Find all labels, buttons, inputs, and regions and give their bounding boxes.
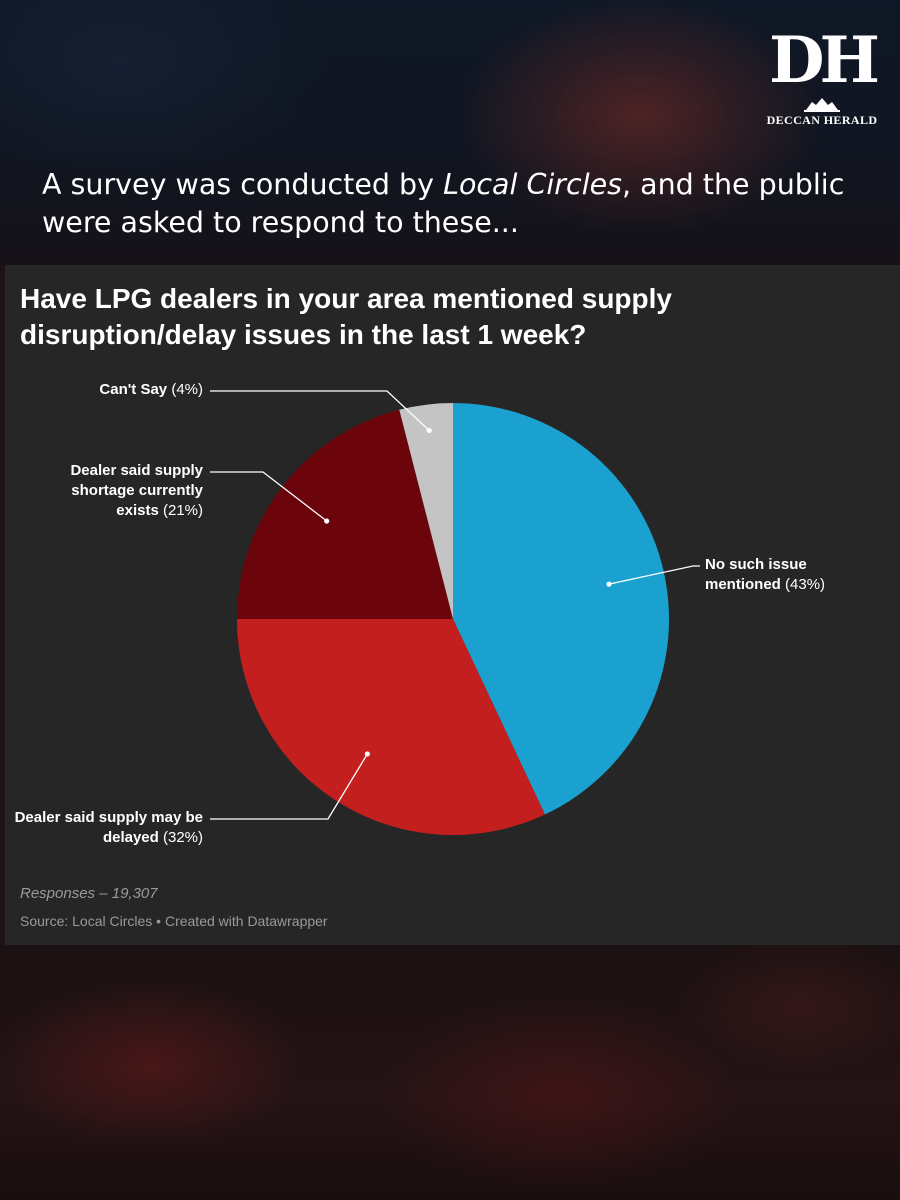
callout-line-3 [210,390,430,431]
source-note: Source: Local Circles • Created with Dat… [20,913,328,929]
pie-chart [210,390,700,835]
intro-text-part1: A survey was conducted by [42,168,444,201]
intro-text-source: Local Circles [443,168,622,201]
slice-label-3: Can't Say (4%) [45,380,203,400]
slice-label-name-2: Dealer said supply shortage currently ex… [70,462,203,519]
intro-text-part2: , and the public were asked to respond t… [42,168,845,239]
intro-text: A survey was conducted by Local Circles,… [42,166,852,242]
slice-label-name-0: No such issue mentioned [705,556,807,593]
slice-label-2: Dealer said supply shortage currently ex… [30,461,203,521]
callout-dot-1 [364,751,370,757]
callout-line-0 [608,565,700,585]
responses-note: Responses – 19,307 [20,885,158,902]
pie-slice-0 [453,403,669,815]
callout-dot-3 [426,427,432,434]
slice-label-name-1: Dealer said supply may be delayed [14,809,203,846]
hero-overlay [0,0,900,265]
logo-text: DECCAN HERALD [766,113,878,127]
logo-mark: DH [769,23,880,98]
pie-slice-2 [237,409,453,619]
callout-line-2 [210,471,328,522]
callout-dot-0 [606,581,612,587]
chart-panel: Have LPG dealers in your area mentioned … [5,265,900,945]
slice-label-value-1: (32%) [158,829,203,846]
slice-label-value-0: (43%) [780,576,826,593]
slice-label-value-2: (21%) [158,502,203,519]
pie-slice-3 [399,403,453,619]
bottom-photo [0,945,900,1200]
pie-slice-1 [237,619,545,835]
slice-label-1: Dealer said supply may be delayed (32%) [5,808,203,848]
slice-label-value-3: (4%) [167,381,203,398]
callout-dot-2 [324,518,330,524]
deccan-herald-logo: DH DECCAN HERALD [766,23,880,128]
callout-line-1 [210,753,368,820]
hero-banner: DH DECCAN HERALD A survey was conducted … [0,0,900,265]
chart-title: Have LPG dealers in your area mentioned … [20,283,672,350]
slice-label-0: No such issue mentioned (43%) [705,555,875,595]
emblem-icon [804,98,840,112]
slice-label-name-3: Can't Say [99,381,168,398]
